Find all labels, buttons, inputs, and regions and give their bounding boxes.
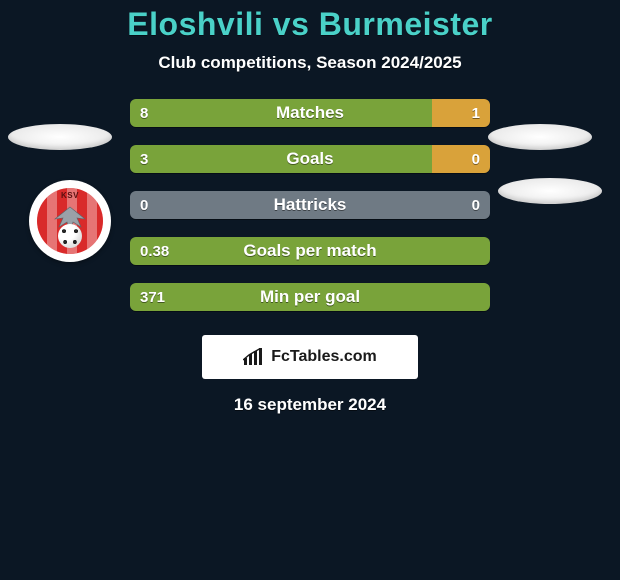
stat-row: Hattricks00 (130, 191, 490, 219)
bar-chart-icon (243, 348, 265, 366)
comparison-card: Eloshvili vs Burmeister Club competition… (0, 0, 620, 580)
stat-bar-right (432, 145, 490, 173)
stat-bar-left (130, 283, 490, 311)
page-title: Eloshvili vs Burmeister (0, 6, 620, 43)
stat-row: Min per goal371 (130, 283, 490, 311)
right-player-placeholder-mid (498, 178, 602, 204)
crest-label: KSV (37, 191, 103, 200)
stat-rows: Matches81 Goals30 Hattricks00 Goals per mat… (130, 99, 490, 311)
stat-bar-left (130, 191, 310, 219)
stat-bar-left (130, 99, 432, 127)
source-badge: FcTables.com (202, 335, 418, 379)
left-player-placeholder-top (8, 124, 112, 150)
page-subtitle: Club competitions, Season 2024/2025 (0, 53, 620, 73)
stat-bar-right (432, 99, 490, 127)
left-club-crest: KSV (29, 180, 111, 262)
stat-row: Goals per match0.38 (130, 237, 490, 265)
stat-row: Goals30 (130, 145, 490, 173)
stat-row: Matches81 (130, 99, 490, 127)
stat-bar-left (130, 237, 490, 265)
footer-date: 16 september 2024 (0, 395, 620, 415)
soccer-ball-icon (58, 224, 82, 248)
source-badge-text: FcTables.com (271, 348, 377, 366)
right-player-placeholder-top (488, 124, 592, 150)
stat-bar-left (130, 145, 432, 173)
stat-bar-right (310, 191, 490, 219)
